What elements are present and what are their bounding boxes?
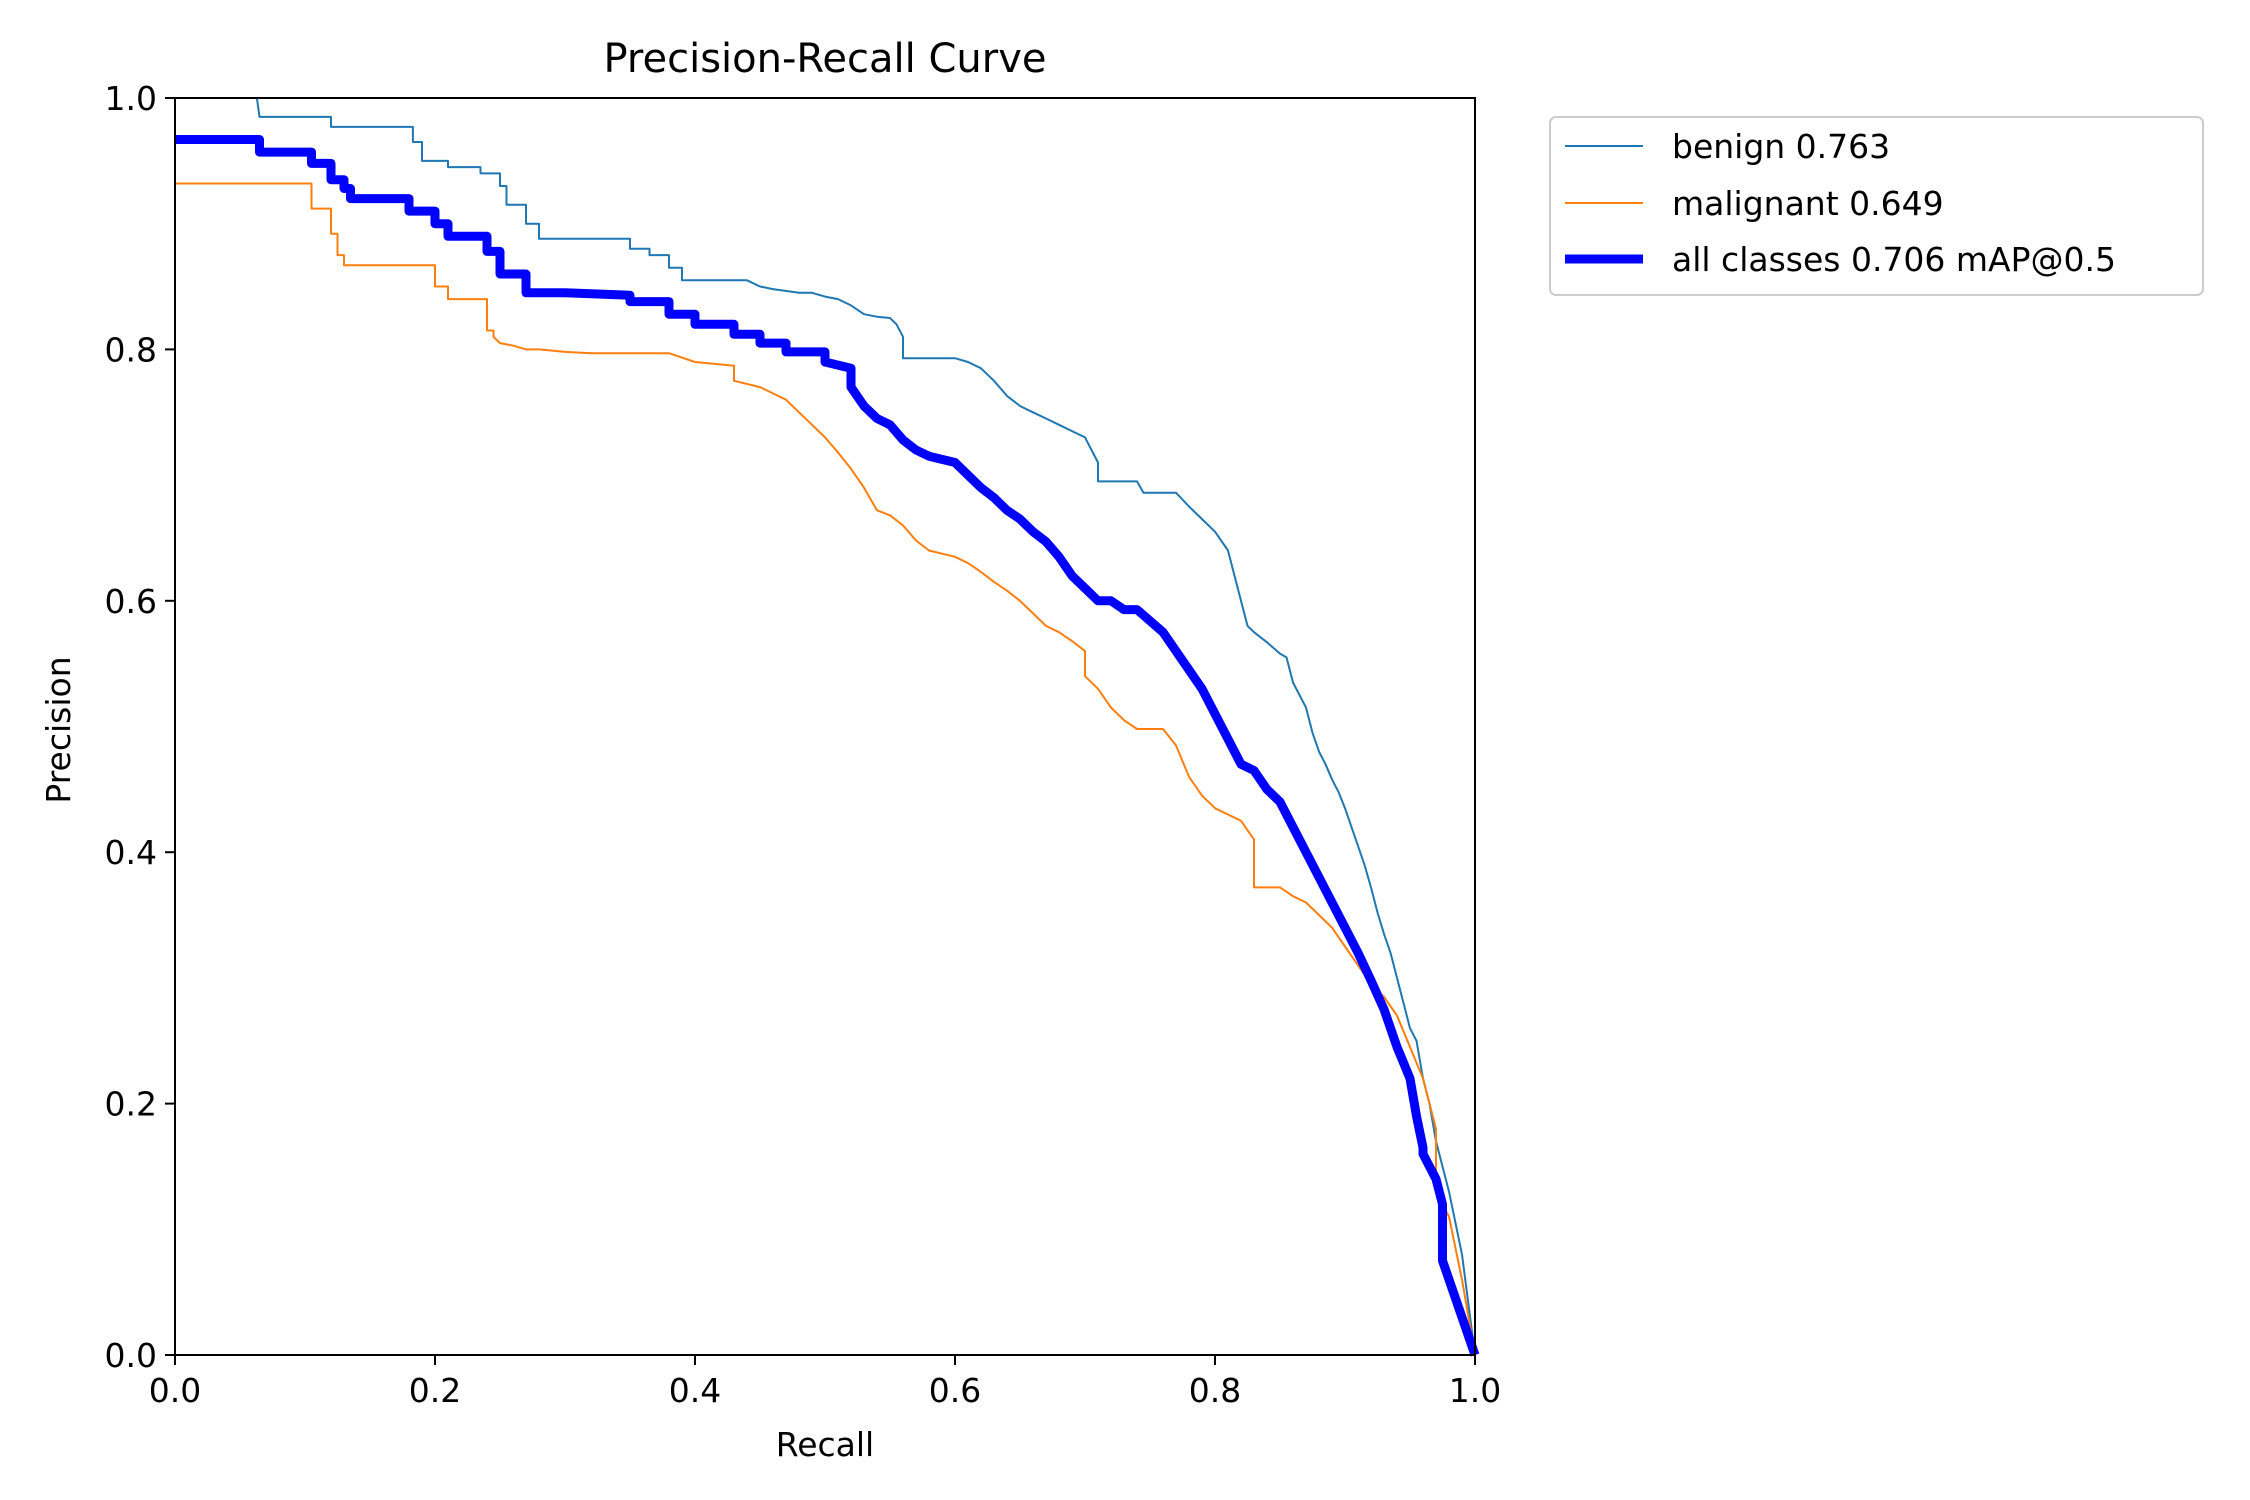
- y-tick-label: 0.0: [105, 1336, 157, 1375]
- plot-area: [175, 98, 1475, 1355]
- plot-frame: [174, 97, 1476, 1356]
- x-tick-label: 0.4: [669, 1371, 721, 1410]
- y-tick-label: 0.8: [105, 330, 157, 369]
- x-tick-label: 1.0: [1449, 1371, 1501, 1410]
- x-tick-label: 0.8: [1189, 1371, 1241, 1410]
- legend: benign 0.763 malignant 0.649 all classes…: [1549, 116, 2204, 296]
- legend-label-malignant: malignant 0.649: [1672, 184, 1944, 223]
- x-tick-label: 0.2: [409, 1371, 461, 1410]
- x-axis-ticks: 0.0 0.2 0.4 0.6 0.8 1.0: [149, 1355, 1501, 1410]
- x-tick-label: 0.0: [149, 1371, 201, 1410]
- legend-label-benign: benign 0.763: [1672, 127, 1890, 166]
- x-tick-label: 0.6: [929, 1371, 981, 1410]
- series-line-benign: [175, 97, 1476, 1356]
- y-tick-label: 0.2: [105, 1085, 157, 1124]
- chart-title: Precision-Recall Curve: [604, 36, 1047, 82]
- series-line-all-classes: [175, 135, 1480, 1357]
- legend-frame: [1549, 116, 2204, 296]
- y-axis-ticks: 0.0 0.2 0.4 0.6 0.8 1.0: [105, 79, 175, 1375]
- y-tick-label: 0.6: [105, 582, 157, 621]
- series-line-malignant: [175, 182, 1476, 1356]
- y-tick-label: 0.4: [105, 833, 157, 872]
- y-tick-label: 1.0: [105, 79, 157, 118]
- legend-label-all-classes: all classes 0.706 mAP@0.5: [1672, 240, 2116, 279]
- x-axis-label: Recall: [776, 1425, 874, 1464]
- series-layer: [175, 97, 1480, 1357]
- y-axis-label: Precision: [39, 656, 78, 803]
